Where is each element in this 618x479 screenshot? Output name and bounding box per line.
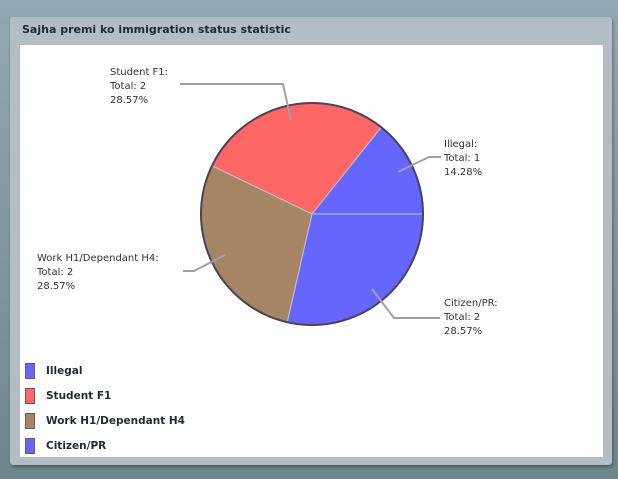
data-label: Work H1/Dependant H4: xyxy=(37,253,159,264)
legend: Illegal Student F1 Work H1/Dependant H4 Cit… xyxy=(25,358,185,458)
data-label: Total: 2 xyxy=(109,81,146,92)
pie-outline xyxy=(200,102,424,326)
chart-title: Sajha premi ko immigration status statis… xyxy=(22,23,291,36)
leader-line xyxy=(180,83,292,121)
data-label: 28.57% xyxy=(110,95,148,106)
legend-swatch xyxy=(25,437,35,454)
leader-line xyxy=(183,254,226,272)
legend-label: Illegal xyxy=(46,364,83,377)
data-label: Total: 1 xyxy=(443,153,480,164)
legend-label: Student F1 xyxy=(46,389,112,402)
plot-area: Illegal: Total: 1 14.28% Student F1: Total:… xyxy=(20,45,603,457)
data-label: Total: 2 xyxy=(36,267,73,278)
data-label: 28.57% xyxy=(37,281,75,292)
data-label: Illegal: xyxy=(444,139,477,150)
data-label: Citizen/PR: xyxy=(444,298,498,309)
data-label: 28.57% xyxy=(444,326,482,337)
data-label: 14.28% xyxy=(444,167,482,178)
legend-swatch xyxy=(25,387,35,404)
legend-item[interactable]: Student F1 xyxy=(25,383,185,408)
leader-line xyxy=(397,156,441,173)
legend-item[interactable]: Illegal xyxy=(25,358,185,383)
data-label: Total: 2 xyxy=(443,312,480,323)
legend-label: Citizen/PR xyxy=(46,439,107,452)
data-label: Student F1: xyxy=(110,67,168,78)
leader-line xyxy=(371,288,440,319)
legend-item[interactable]: Citizen/PR xyxy=(25,433,185,458)
legend-swatch xyxy=(25,362,35,379)
legend-item[interactable]: Work H1/Dependant H4 xyxy=(25,408,185,433)
chart-panel: Sajha premi ko immigration status statis… xyxy=(10,17,612,465)
legend-swatch xyxy=(25,412,35,429)
legend-label: Work H1/Dependant H4 xyxy=(46,414,185,427)
pie-chart: Illegal: Total: 1 14.28% Student F1: Total:… xyxy=(36,67,498,337)
